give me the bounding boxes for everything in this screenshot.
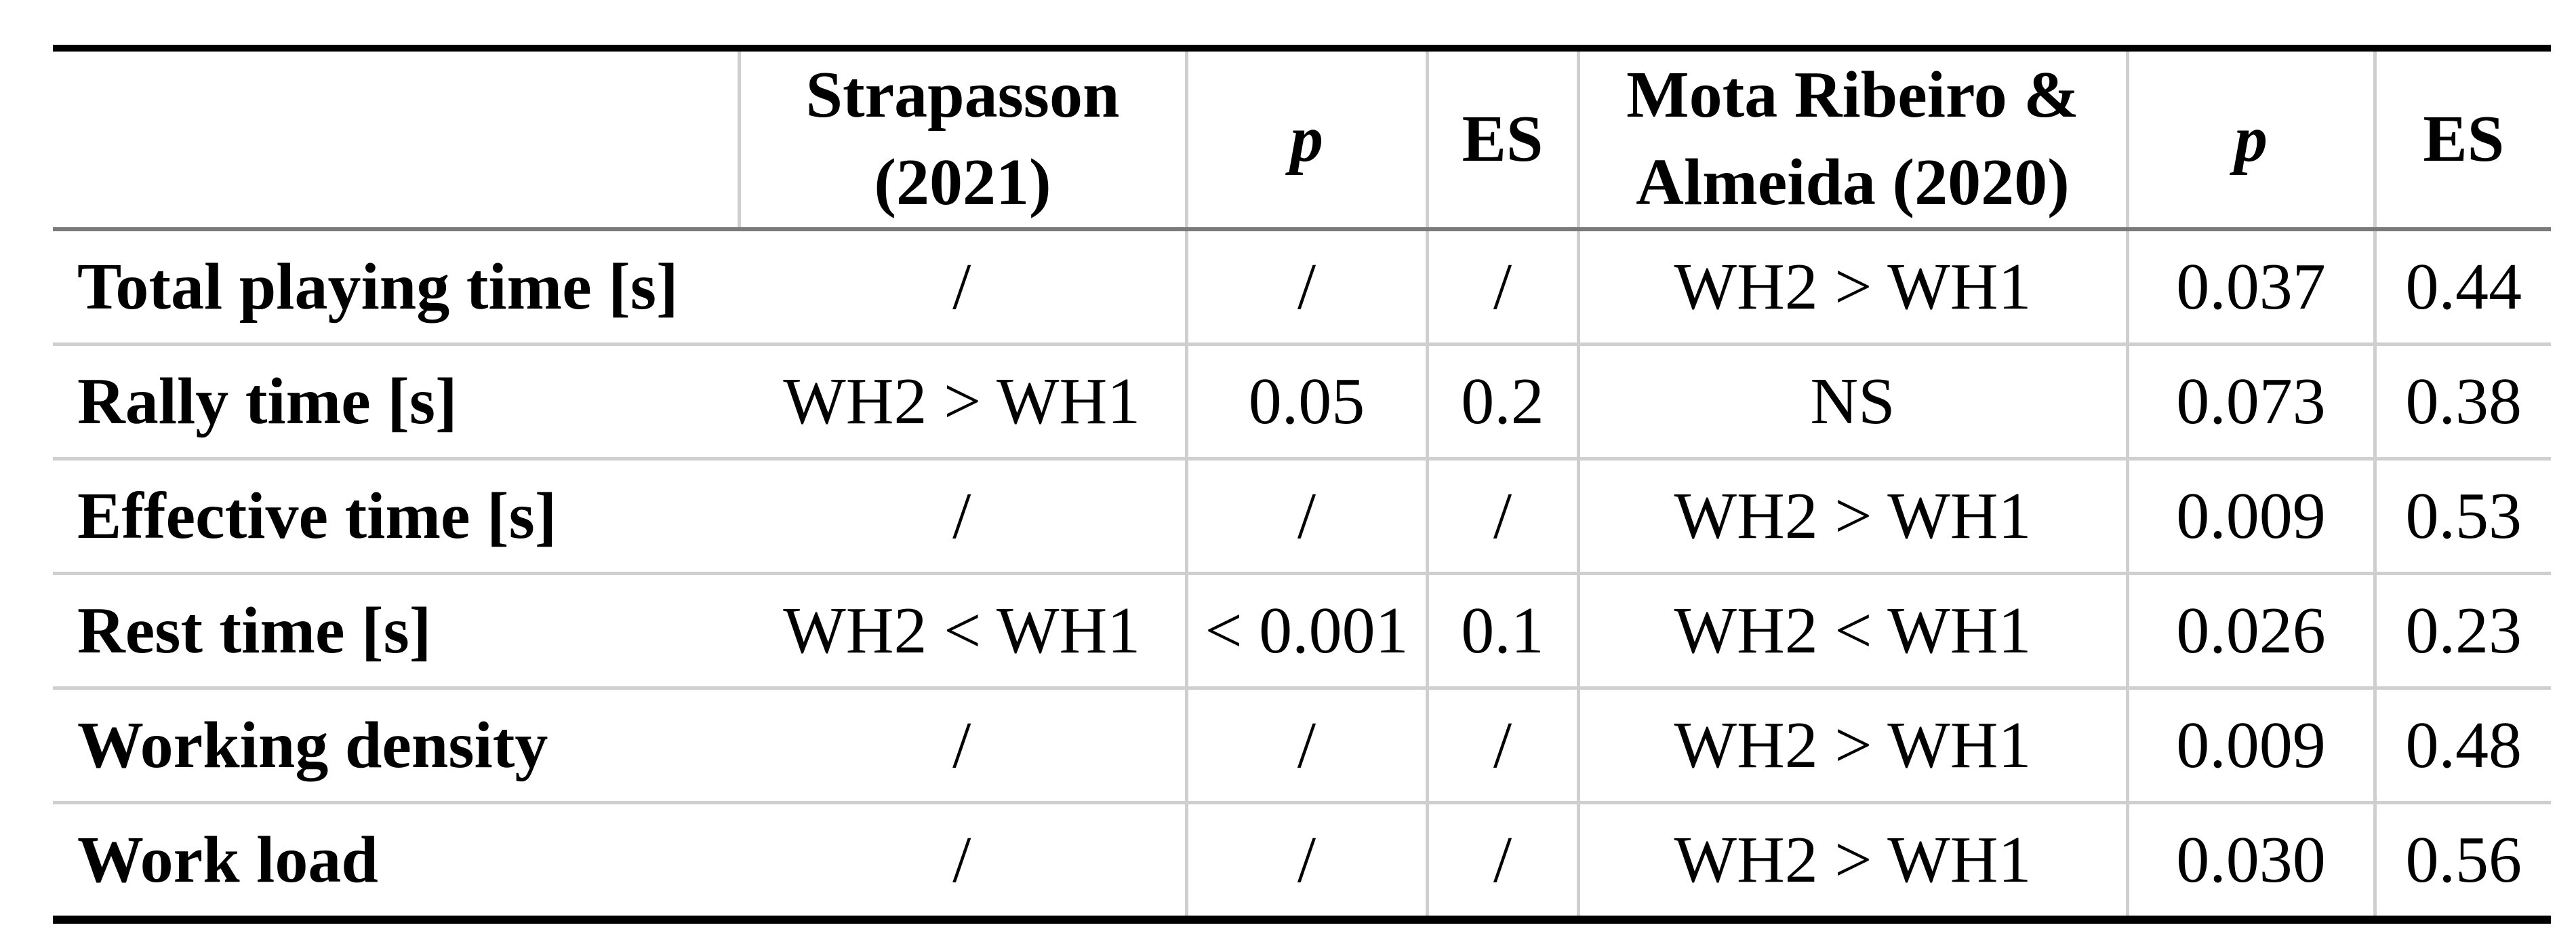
- row-label: Effective time [s]: [53, 456, 739, 574]
- table-row-total-playing-time: Total playing time [s] / / / WH2 > WH1 0…: [53, 227, 2551, 345]
- cell-p-value-2: 0.009: [2125, 456, 2375, 574]
- results-table: Strapasson (2021) p ES Mota Ribeiro & Al…: [53, 45, 2551, 924]
- header-p-value-1: p: [1184, 48, 1427, 231]
- row-label: Working density: [53, 686, 739, 803]
- cell-effect-size-1: /: [1425, 800, 1578, 920]
- cell-p-value-1: < 0.001: [1184, 571, 1427, 688]
- cell-effect-size-1: /: [1425, 456, 1578, 574]
- cell-study2-comparison: NS: [1576, 342, 2127, 459]
- cell-effect-size-1: 0.2: [1425, 342, 1578, 459]
- header-study2: Mota Ribeiro & Almeida (2020): [1576, 48, 2127, 231]
- cell-p-value-1: /: [1184, 800, 1427, 920]
- cell-study2-comparison: WH2 > WH1: [1576, 456, 2127, 574]
- header-corner-cell: [53, 48, 739, 231]
- cell-study2-comparison: WH2 > WH1: [1576, 686, 2127, 803]
- row-label: Rest time [s]: [53, 571, 739, 688]
- cell-study1-comparison: /: [739, 686, 1186, 803]
- cell-p-value-1: /: [1184, 456, 1427, 574]
- header-p-value-2: p: [2125, 48, 2375, 231]
- cell-effect-size-2: 0.48: [2373, 686, 2551, 803]
- cell-study1-comparison: /: [739, 800, 1186, 920]
- table-row-effective-time: Effective time [s] / / / WH2 > WH1 0.009…: [53, 456, 2551, 574]
- header-study2-line2: Almeida (2020): [1636, 146, 2070, 220]
- header-effect-size-2: ES: [2373, 48, 2551, 231]
- cell-effect-size-1: /: [1425, 686, 1578, 803]
- cell-study1-comparison: WH2 > WH1: [739, 342, 1186, 459]
- cell-study1-comparison: /: [739, 227, 1186, 345]
- cell-effect-size-2: 0.38: [2373, 342, 2551, 459]
- cell-effect-size-1: 0.1: [1425, 571, 1578, 688]
- cell-study2-comparison: WH2 < WH1: [1576, 571, 2127, 688]
- table-header: Strapasson (2021) p ES Mota Ribeiro & Al…: [53, 48, 2551, 231]
- header-study1-line1: Strapasson: [805, 58, 1120, 132]
- cell-effect-size-2: 0.56: [2373, 800, 2551, 920]
- cell-study1-comparison: WH2 < WH1: [739, 571, 1186, 688]
- table-row-work-load: Work load / / / WH2 > WH1 0.030 0.56: [53, 800, 2551, 920]
- cell-study1-comparison: /: [739, 456, 1186, 574]
- cell-p-value-1: /: [1184, 227, 1427, 345]
- cell-p-value-2: 0.073: [2125, 342, 2375, 459]
- table-row-rest-time: Rest time [s] WH2 < WH1 < 0.001 0.1 WH2 …: [53, 571, 2551, 688]
- header-effect-size-1: ES: [1425, 48, 1578, 231]
- cell-p-value-2: 0.030: [2125, 800, 2375, 920]
- header-study2-line1: Mota Ribeiro &: [1626, 58, 2079, 132]
- cell-p-value-1: /: [1184, 686, 1427, 803]
- cell-effect-size-2: 0.23: [2373, 571, 2551, 688]
- row-label: Total playing time [s]: [53, 227, 739, 345]
- cell-p-value-2: 0.009: [2125, 686, 2375, 803]
- header-study1-line2: (2021): [874, 146, 1051, 220]
- header-row: Strapasson (2021) p ES Mota Ribeiro & Al…: [53, 48, 2551, 231]
- cell-p-value-1: 0.05: [1184, 342, 1427, 459]
- cell-effect-size-2: 0.53: [2373, 456, 2551, 574]
- cell-p-value-2: 0.037: [2125, 227, 2375, 345]
- cell-effect-size-1: /: [1425, 227, 1578, 345]
- cell-p-value-2: 0.026: [2125, 571, 2375, 688]
- table-row-rally-time: Rally time [s] WH2 > WH1 0.05 0.2 NS 0.0…: [53, 342, 2551, 459]
- row-label: Work load: [53, 800, 739, 920]
- cell-study2-comparison: WH2 > WH1: [1576, 800, 2127, 920]
- cell-study2-comparison: WH2 > WH1: [1576, 227, 2127, 345]
- cell-effect-size-2: 0.44: [2373, 227, 2551, 345]
- table-row-working-density: Working density / / / WH2 > WH1 0.009 0.…: [53, 686, 2551, 803]
- header-study1: Strapasson (2021): [737, 48, 1186, 231]
- row-label: Rally time [s]: [53, 342, 739, 459]
- paper-table-region: Strapasson (2021) p ES Mota Ribeiro & Al…: [53, 45, 2551, 924]
- table-body: Total playing time [s] / / / WH2 > WH1 0…: [53, 227, 2551, 920]
